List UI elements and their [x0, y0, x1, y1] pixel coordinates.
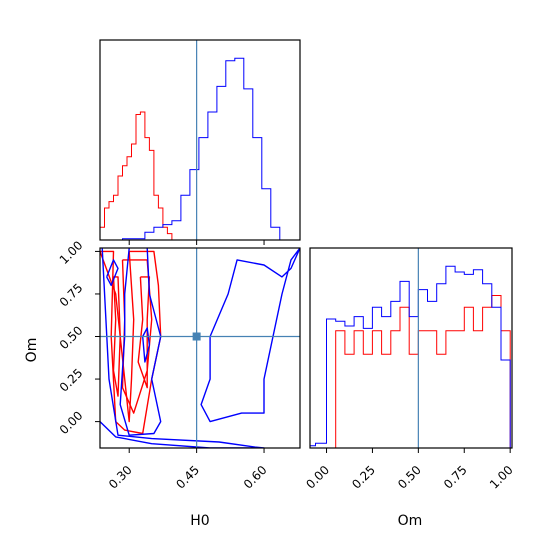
y-tick-label-1: 0.25 [57, 366, 86, 395]
y-tick-label-2: 0.50 [57, 323, 86, 352]
hist-om-x-tick-label-0: 0.00 [303, 463, 332, 492]
contour-h0-om-frame [99, 247, 301, 449]
hist-om-x-tick-label-4: 1.00 [487, 463, 516, 492]
y-tick-label-3: 0.75 [57, 281, 86, 310]
hist-om-frame [309, 247, 513, 449]
y-axis-label-om: Om [24, 338, 40, 363]
contour-2 [137, 276, 151, 389]
contour-8 [142, 327, 151, 363]
hist-om-x-tick-label-1: 0.25 [349, 463, 378, 492]
contour-7 [106, 259, 119, 287]
hist-h0-series-1-histogram [122, 57, 281, 240]
contour-h0-om-x-tick-label-0: 0.30 [106, 463, 135, 492]
contour-h0-om-x-tick-label-1: 0.45 [173, 463, 202, 492]
contour-truth-marker [192, 332, 201, 341]
hist-h0-frame [99, 39, 301, 241]
contour-3 [112, 276, 121, 397]
hist-h0-series-0-histogram [99, 111, 173, 240]
contour-5 [119, 248, 162, 436]
x-axis-label-h0: H0 [190, 513, 209, 529]
x-axis-label-om: Om [398, 513, 423, 529]
hist-om-series-1-histogram [309, 265, 511, 448]
om-histogram-panel: 0.00 0.25 0.50 0.75 1.00 [303, 247, 516, 492]
y-tick-label-0: 0.00 [57, 408, 86, 437]
y-tick-label-4: 1.00 [57, 238, 86, 267]
contour-4 [100, 248, 265, 448]
contour-h0-om-x-tick-label-2: 0.60 [241, 463, 270, 492]
hist-om-x-tick-label-3: 0.75 [441, 463, 470, 492]
h0-om-contour-panel: 0.00 0.25 0.50 0.75 1.00 0.30 0.45 0.60 [57, 238, 301, 492]
hist-om-x-tick-label-2: 0.50 [395, 463, 424, 492]
contour-6 [200, 248, 300, 423]
contour-0 [100, 250, 162, 435]
contour-lines [100, 248, 300, 448]
h0-histogram-panel [99, 39, 301, 245]
